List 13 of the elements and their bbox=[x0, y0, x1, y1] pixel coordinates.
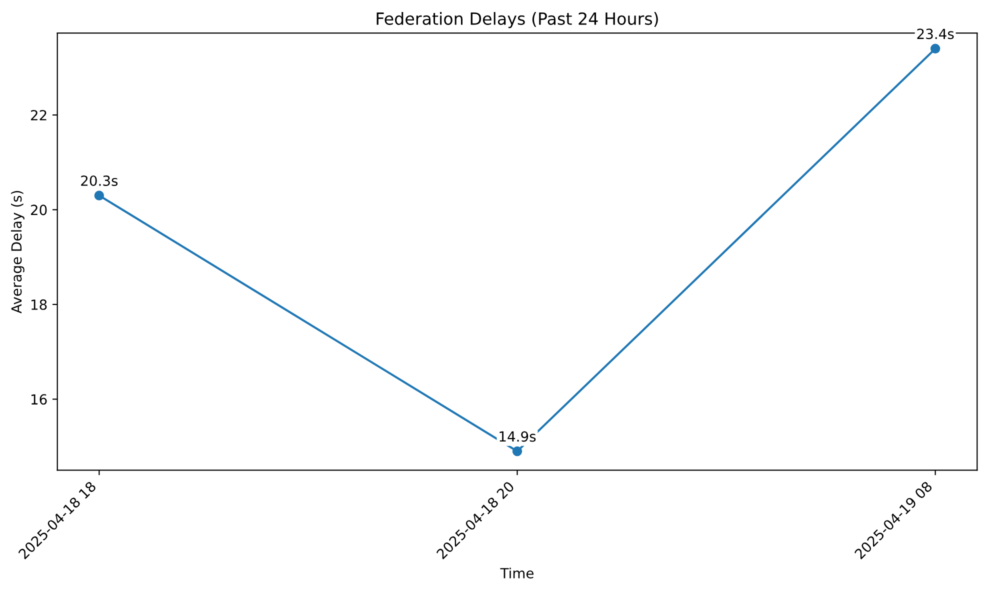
point bbox=[94, 190, 104, 200]
y-axis-title: Average Delay (s) bbox=[10, 190, 24, 314]
data-label: 14.9s bbox=[500, 431, 536, 442]
point bbox=[930, 44, 940, 54]
y-tick-label: 16 bbox=[31, 394, 47, 405]
x-axis-title: Time bbox=[500, 568, 534, 578]
data-label: 20.3s bbox=[81, 175, 118, 186]
data-label: 23.4s bbox=[917, 28, 954, 40]
y-tick-label: 22 bbox=[30, 110, 46, 120]
chart-title: Federation Delays (Past 24 Hours) bbox=[376, 12, 658, 28]
y-tick-label: 20 bbox=[30, 204, 47, 216]
point bbox=[512, 446, 522, 456]
y-tick-label: 18 bbox=[31, 299, 47, 310]
